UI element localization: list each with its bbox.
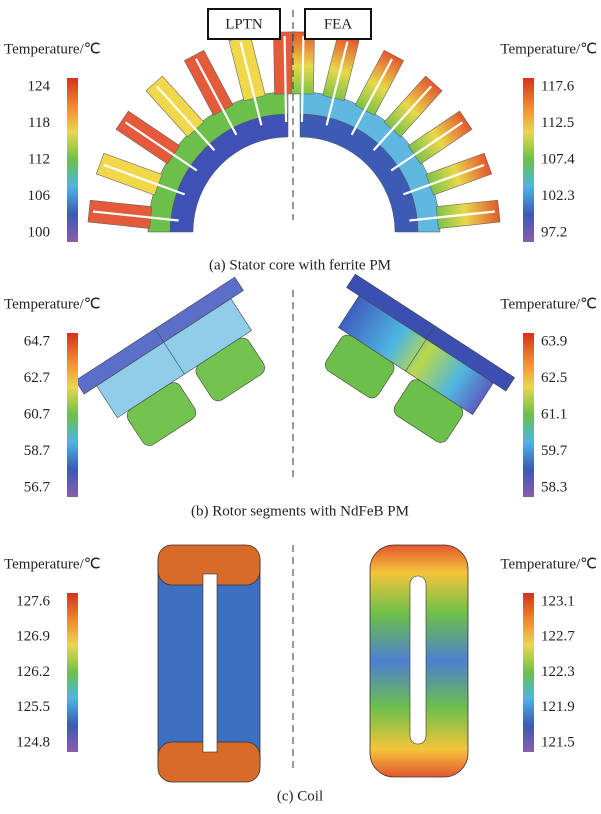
colorbar-tick-label: 59.7 bbox=[541, 443, 568, 459]
colorbar bbox=[523, 78, 534, 242]
colorbar-tick-label: 123.1 bbox=[541, 593, 575, 609]
label-lptn: LPTN bbox=[225, 16, 263, 32]
label-box bbox=[304, 8, 372, 40]
tooth-slit bbox=[283, 36, 288, 123]
colorbar-tick-label: 125.5 bbox=[16, 699, 50, 715]
coil-slot bbox=[409, 575, 427, 745]
colorbar-tick-label: 112 bbox=[28, 151, 50, 167]
tooth-slit bbox=[390, 121, 464, 172]
renders bbox=[74, 31, 516, 783]
colorbar-title: Temperature/℃ bbox=[4, 296, 101, 312]
colorbar-tick-label: 121.9 bbox=[541, 699, 575, 715]
colorbar-tick-label: 102.3 bbox=[541, 188, 575, 204]
colorbar bbox=[67, 593, 78, 752]
label-box bbox=[207, 8, 281, 40]
rotor-segment bbox=[325, 273, 516, 443]
colorbar-title: Temperature/℃ bbox=[500, 296, 597, 312]
colorbar bbox=[67, 333, 78, 497]
colorbar-tick-label: 64.7 bbox=[24, 333, 51, 349]
colorbar-tick-label: 58.3 bbox=[541, 479, 567, 495]
colorbar-tick-label: 126.2 bbox=[16, 664, 50, 680]
colorbar-tick-label: 58.7 bbox=[24, 443, 51, 459]
tooth-slit bbox=[409, 210, 496, 222]
colorbar-tick-label: 106 bbox=[28, 188, 51, 204]
colorbar-tick-label: 97.2 bbox=[541, 224, 567, 240]
colorbar-tick-label: 124.8 bbox=[16, 734, 50, 750]
rotor-magnet bbox=[126, 382, 197, 446]
colorbar-tick-label: 63.9 bbox=[541, 333, 567, 349]
caption: (c) Coil bbox=[277, 788, 323, 804]
tooth-slit bbox=[195, 58, 238, 136]
colorbar-title: Temperature/℃ bbox=[500, 41, 597, 57]
colorbar-tick-label: 121.5 bbox=[541, 734, 575, 750]
colorbar-tick-label: 100 bbox=[28, 224, 51, 240]
colorbar-tick-label: 107.4 bbox=[541, 151, 575, 167]
tooth-slit bbox=[239, 41, 263, 126]
colorbar bbox=[523, 333, 534, 497]
tooth-slit bbox=[300, 36, 305, 123]
colorbar-tick-label: 127.6 bbox=[16, 593, 50, 609]
colorbar-tick-label: 56.7 bbox=[24, 479, 51, 495]
coil-slot bbox=[202, 573, 218, 753]
seg-line bbox=[405, 325, 436, 372]
colorbar bbox=[523, 593, 534, 752]
rotor-magnet bbox=[393, 379, 464, 443]
colorbar bbox=[67, 78, 78, 242]
colorbar-tick-label: 60.7 bbox=[24, 406, 51, 422]
tooth-slit bbox=[325, 41, 349, 126]
tooth-slit bbox=[402, 163, 485, 196]
tooth-slit bbox=[156, 85, 216, 151]
colorbar-title: Temperature/℃ bbox=[4, 556, 101, 572]
rotor-magnet bbox=[325, 334, 395, 399]
colorbar-tick-label: 126.9 bbox=[16, 629, 50, 645]
colorbar-tick-label: 112.5 bbox=[541, 115, 574, 131]
tooth-slit bbox=[103, 163, 186, 196]
caption: (b) Rotor segments with NdFeB PM bbox=[191, 503, 409, 519]
rotor-magnet bbox=[195, 337, 265, 402]
colorbar-title: Temperature/℃ bbox=[500, 556, 597, 572]
colorbar-tick-label: 61.1 bbox=[541, 406, 567, 422]
tooth-slit bbox=[124, 121, 198, 172]
tooth-slit bbox=[92, 210, 179, 222]
rotor-segment bbox=[74, 276, 265, 446]
caption: (a) Stator core with ferrite PM bbox=[209, 257, 391, 273]
colorbar-title: Temperature/℃ bbox=[4, 41, 101, 57]
tooth-slit bbox=[372, 85, 432, 151]
colorbar-tick-label: 117.6 bbox=[541, 78, 575, 94]
tooth-slit bbox=[350, 58, 393, 136]
colorbar-tick-label: 62.7 bbox=[24, 370, 51, 386]
colorbar-tick-label: 124 bbox=[28, 78, 51, 94]
colorbar-tick-label: 122.7 bbox=[541, 629, 575, 645]
colorbar-tick-label: 62.5 bbox=[541, 370, 567, 386]
colorbar-tick-label: 122.3 bbox=[541, 664, 575, 680]
colorbar-tick-label: 118 bbox=[28, 115, 50, 131]
seg-line bbox=[154, 328, 185, 375]
label-fea: FEA bbox=[324, 16, 353, 32]
